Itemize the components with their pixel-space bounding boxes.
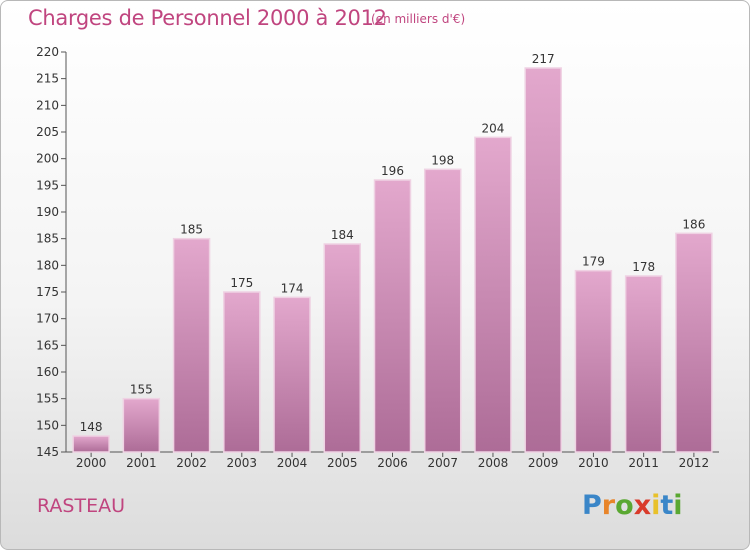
logo-letter: t bbox=[660, 490, 674, 521]
bar-2001 bbox=[122, 397, 161, 453]
logo-letter: i bbox=[651, 490, 661, 521]
data-label-2002: 185 bbox=[180, 223, 203, 237]
bar-2012 bbox=[675, 232, 713, 453]
bar-2000 bbox=[72, 435, 110, 453]
data-label-2009: 217 bbox=[532, 52, 555, 66]
logo-letter: x bbox=[633, 490, 652, 521]
data-label-2007: 198 bbox=[431, 153, 454, 167]
y-tick-label: 160 bbox=[36, 365, 59, 379]
bar-2006 bbox=[373, 179, 412, 453]
y-tick-label: 165 bbox=[36, 338, 59, 352]
x-tick-label-2006: 2006 bbox=[377, 456, 408, 470]
y-tick-label: 205 bbox=[36, 125, 59, 139]
bar-2003 bbox=[223, 291, 261, 453]
y-tick-label: 150 bbox=[36, 418, 59, 432]
x-tick-label-2011: 2011 bbox=[628, 456, 659, 470]
y-tick-label: 190 bbox=[36, 205, 59, 219]
data-label-2010: 179 bbox=[582, 255, 605, 269]
logo-letter: o bbox=[615, 490, 634, 521]
bar-2009 bbox=[524, 67, 562, 453]
bar-2010 bbox=[574, 269, 613, 453]
y-tick-label: 185 bbox=[36, 232, 59, 246]
x-tick-label-2004: 2004 bbox=[277, 456, 308, 470]
logo-letter: P bbox=[582, 490, 602, 521]
data-label-2008: 204 bbox=[482, 121, 505, 135]
data-label-2001: 155 bbox=[130, 383, 153, 397]
commune-name: RASTEAU bbox=[37, 495, 126, 517]
x-tick-label-2009: 2009 bbox=[528, 456, 559, 470]
bar-2005 bbox=[323, 243, 362, 453]
data-label-2003: 175 bbox=[230, 276, 253, 290]
logo-letter: r bbox=[601, 490, 616, 521]
bar-2002 bbox=[172, 237, 211, 453]
x-tick-label-2003: 2003 bbox=[227, 456, 258, 470]
x-tick-label-2005: 2005 bbox=[327, 456, 358, 470]
x-tick-label-2001: 2001 bbox=[126, 456, 157, 470]
x-tick-label-2007: 2007 bbox=[427, 456, 458, 470]
y-tick-label: 200 bbox=[36, 152, 59, 166]
bar-2008 bbox=[474, 136, 512, 453]
data-label-2011: 178 bbox=[632, 260, 655, 274]
data-label-2012: 186 bbox=[682, 217, 705, 231]
y-tick-label: 220 bbox=[36, 45, 59, 59]
y-tick-label: 170 bbox=[36, 312, 59, 326]
data-label-2005: 184 bbox=[331, 228, 354, 242]
bar-2004 bbox=[273, 296, 311, 453]
y-tick-label: 180 bbox=[36, 258, 59, 272]
data-label-2004: 174 bbox=[281, 281, 304, 295]
y-tick-label: 215 bbox=[36, 72, 59, 86]
y-tick-label: 195 bbox=[36, 178, 59, 192]
x-tick-label-2010: 2010 bbox=[578, 456, 609, 470]
logo-letter: i bbox=[673, 490, 683, 521]
x-tick-label-2002: 2002 bbox=[176, 456, 207, 470]
bar-2007 bbox=[423, 168, 462, 453]
data-label-2000: 148 bbox=[80, 420, 103, 434]
x-tick-label-2008: 2008 bbox=[478, 456, 509, 470]
y-tick-label: 210 bbox=[36, 98, 59, 112]
axes: 145 150 155 160 165 170 175 180 185 190 195 200 205 2… bbox=[36, 45, 719, 470]
proxiti-logo[interactable]: Proxiti bbox=[582, 490, 683, 521]
y-tick-label: 175 bbox=[36, 285, 59, 299]
data-label-2006: 196 bbox=[381, 164, 404, 178]
y-tick-label: 155 bbox=[36, 392, 59, 406]
chart-unit-note: (en milliers d'€) bbox=[371, 12, 466, 26]
x-tick-label-2012: 2012 bbox=[679, 456, 710, 470]
bars: 148 155 185 175 174 184 196 198 204 217 179 178 186 bbox=[72, 52, 713, 453]
x-tick-label-2000: 2000 bbox=[76, 456, 107, 470]
bar-2011 bbox=[624, 275, 663, 453]
y-tick-label: 145 bbox=[36, 445, 59, 459]
chart-title: Charges de Personnel 2000 à 2012 bbox=[28, 6, 387, 30]
